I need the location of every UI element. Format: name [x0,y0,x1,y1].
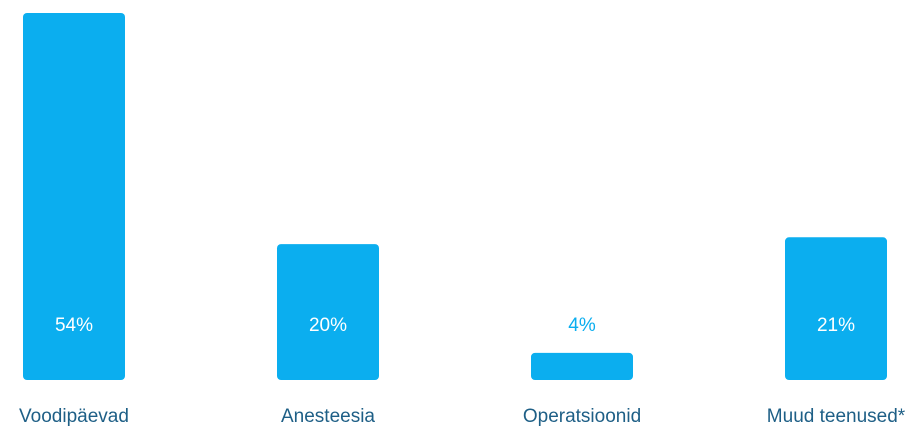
value-label-anesteesia: 20% [309,315,347,336]
category-label-muud-teenused: Muud teenused* [767,406,906,427]
bar-anesteesia [277,244,379,380]
bar-voodipaevad [23,13,125,380]
value-label-voodipaevad: 54% [55,315,93,336]
category-label-voodipaevad: Voodipäevad [19,406,129,427]
bars-group [23,13,887,380]
category-label-anesteesia: Anesteesia [281,406,375,427]
category-label-operatsioonid: Operatsioonid [523,406,641,427]
bar-muud-teenused [785,237,887,380]
value-labels-group: 54% 20% 4% 21% [55,315,855,336]
value-label-muud-teenused: 21% [817,315,855,336]
value-label-operatsioonid: 4% [568,315,596,336]
bar-operatsioonid [531,352,633,380]
category-labels-group: Voodipäevad Anesteesia Operatsioonid Muud t… [19,406,906,427]
